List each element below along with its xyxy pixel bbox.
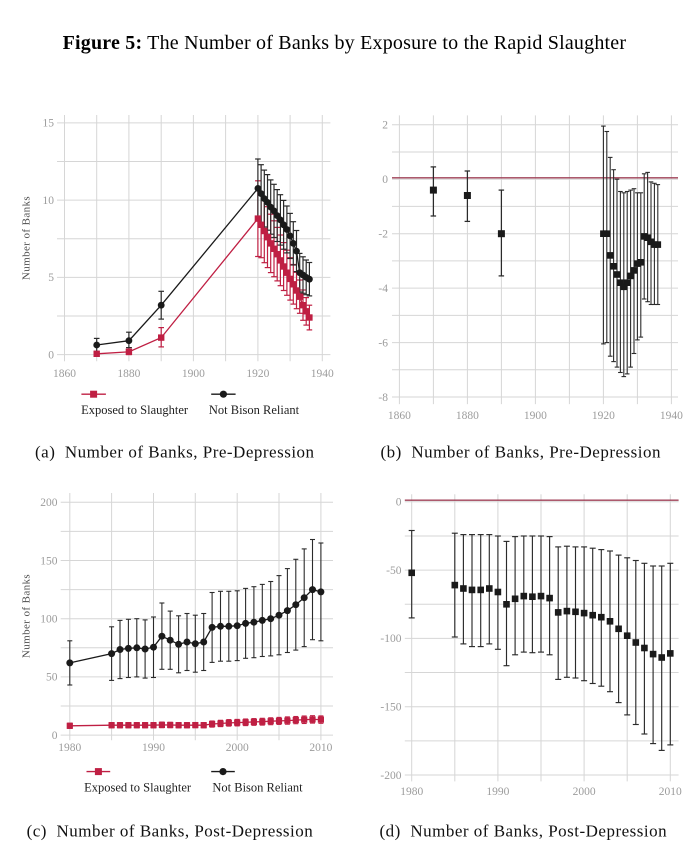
svg-text:50: 50 <box>46 672 58 684</box>
svg-text:2: 2 <box>382 120 388 132</box>
svg-text:1940: 1940 <box>660 410 683 422</box>
svg-text:-200: -200 <box>380 770 401 782</box>
svg-text:1880: 1880 <box>456 410 479 422</box>
svg-text:0: 0 <box>396 497 402 509</box>
svg-text:-150: -150 <box>380 702 401 714</box>
svg-text:1990: 1990 <box>142 742 165 754</box>
svg-text:1860: 1860 <box>388 410 411 422</box>
svg-text:1860: 1860 <box>53 368 76 380</box>
svg-text:1980: 1980 <box>400 786 423 798</box>
svg-text:2010: 2010 <box>659 786 682 798</box>
svg-text:10: 10 <box>43 195 55 207</box>
svg-text:Number of Banks: Number of Banks <box>21 574 33 658</box>
svg-text:0: 0 <box>52 730 58 742</box>
svg-text:-100: -100 <box>380 633 401 645</box>
svg-text:2000: 2000 <box>226 742 249 754</box>
svg-text:(b) Number of Banks, Pre-Depr: (b) Number of Banks, Pre-Depression <box>381 443 662 462</box>
svg-text:Not Bison Reliant: Not Bison Reliant <box>212 781 303 795</box>
svg-text:Exposed to Slaughter: Exposed to Slaughter <box>84 781 192 795</box>
svg-text:15: 15 <box>43 118 55 130</box>
svg-text:-4: -4 <box>378 283 388 295</box>
svg-text:-8: -8 <box>378 392 388 404</box>
svg-text:-2: -2 <box>378 229 388 241</box>
svg-text:-6: -6 <box>378 337 388 349</box>
svg-text:2010: 2010 <box>309 742 332 754</box>
svg-text:-50: -50 <box>386 565 402 577</box>
svg-text:1920: 1920 <box>246 368 269 380</box>
svg-text:(d) Number of Banks, Post-Dep: (d) Number of Banks, Post-Depression <box>380 822 668 841</box>
svg-text:100: 100 <box>40 614 58 626</box>
svg-text:1940: 1940 <box>311 368 334 380</box>
svg-text:1990: 1990 <box>486 786 509 798</box>
svg-text:1980: 1980 <box>58 742 81 754</box>
svg-text:150: 150 <box>40 555 58 567</box>
svg-text:1920: 1920 <box>592 410 615 422</box>
svg-text:1900: 1900 <box>524 410 547 422</box>
svg-text:1900: 1900 <box>182 368 205 380</box>
svg-text:1880: 1880 <box>117 368 140 380</box>
svg-text:5: 5 <box>48 272 54 284</box>
svg-text:Not Bison Reliant: Not Bison Reliant <box>209 403 300 417</box>
svg-text:Figure 5: The Number of Banks: Figure 5: The Number of Banks by Exposur… <box>63 32 627 54</box>
svg-text:200: 200 <box>40 497 58 509</box>
svg-text:Number of Banks: Number of Banks <box>21 196 33 280</box>
svg-text:(a) Number of Banks, Pre-Depr: (a) Number of Banks, Pre-Depression <box>35 443 315 462</box>
svg-text:Exposed to Slaughter: Exposed to Slaughter <box>81 403 189 417</box>
svg-text:(c) Number of Banks, Post-Dep: (c) Number of Banks, Post-Depression <box>27 822 314 841</box>
svg-text:0: 0 <box>48 349 54 361</box>
svg-text:2000: 2000 <box>573 786 596 798</box>
svg-text:0: 0 <box>382 174 388 186</box>
